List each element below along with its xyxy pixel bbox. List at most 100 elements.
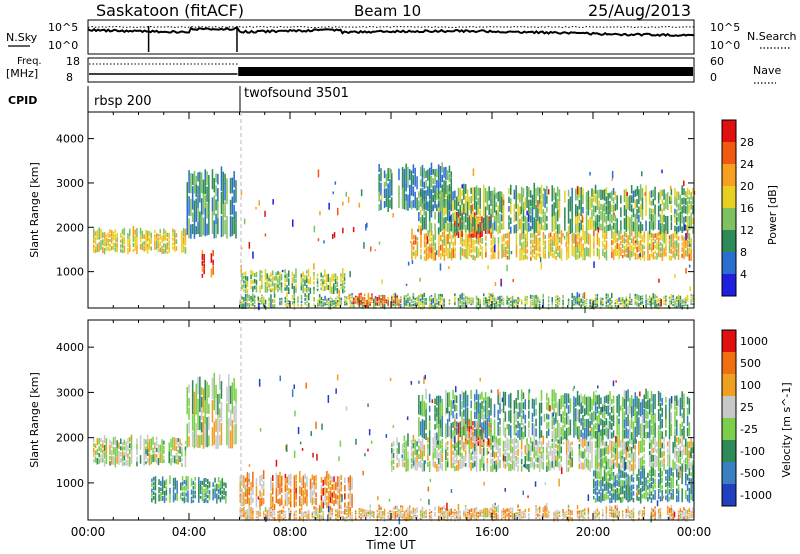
data-cell: [665, 410, 667, 420]
noise-cell: [634, 240, 637, 243]
data-cell: [464, 296, 467, 300]
data-cell: [392, 441, 395, 447]
data-cell: [484, 511, 487, 518]
data-cell: [659, 302, 662, 304]
data-cell: [495, 298, 498, 302]
data-cell: [252, 516, 254, 520]
data-cell: [186, 387, 189, 415]
data-cell: [93, 244, 95, 248]
data-cell: [403, 512, 406, 515]
noise-cell: [611, 170, 614, 179]
data-cell: [479, 402, 481, 409]
data-cell: [584, 458, 586, 470]
data-cell: [625, 232, 628, 238]
data-cell: [246, 508, 249, 515]
data-cell: [508, 424, 510, 436]
data-cell: [315, 510, 317, 516]
data-cell: [551, 389, 554, 400]
data-cell: [553, 214, 555, 232]
data-cell: [681, 428, 683, 436]
data-cell: [369, 297, 371, 300]
data-cell: [614, 462, 617, 467]
data-cell: [625, 254, 628, 258]
noise-cell: [390, 169, 392, 174]
data-cell: [609, 401, 611, 411]
data-cell: [403, 454, 406, 461]
data-cell: [181, 451, 183, 457]
data-cell: [394, 505, 397, 510]
data-cell: [571, 457, 573, 462]
data-cell: [472, 512, 474, 518]
data-cell: [419, 293, 422, 298]
data-cell: [431, 231, 433, 236]
data-cell: [522, 422, 525, 430]
data-cell: [555, 242, 557, 249]
data-cell: [538, 438, 541, 445]
data-cell: [225, 491, 227, 496]
data-cell: [405, 182, 407, 192]
data-cell: [560, 436, 563, 445]
data-cell: [614, 244, 617, 257]
data-cell: [270, 515, 272, 518]
data-cell: [470, 243, 473, 249]
data-cell: [378, 297, 380, 299]
data-cell: [506, 437, 508, 443]
data-cell: [464, 454, 467, 462]
data-cell: [441, 507, 444, 510]
data-cell: [686, 441, 689, 456]
data-cell: [450, 234, 453, 245]
data-cell: [410, 458, 413, 463]
data-cell: [466, 516, 469, 519]
data-cell: [672, 295, 674, 298]
data-cell: [419, 199, 422, 207]
data-cell: [636, 484, 638, 491]
data-cell: [632, 452, 635, 460]
data-cell: [589, 304, 591, 307]
data-cell: [421, 214, 424, 231]
data-cell: [457, 303, 460, 306]
data-cell: [304, 297, 306, 301]
data-cell: [423, 305, 426, 309]
data-cell: [317, 306, 319, 308]
data-cell: [220, 402, 223, 422]
data-cell: [562, 518, 564, 520]
data-cell: [445, 191, 447, 198]
power-data-cells: [93, 162, 696, 314]
data-cell: [556, 209, 559, 222]
data-cell: [380, 294, 382, 297]
data-cell: [522, 231, 525, 240]
data-cell: [643, 237, 646, 244]
data-cell: [145, 454, 147, 460]
data-cell: [647, 411, 649, 419]
data-cell: [587, 446, 590, 453]
data-cell: [681, 247, 683, 253]
data-cell: [594, 449, 597, 456]
data-cell: [441, 463, 444, 471]
data-cell: [497, 461, 499, 470]
data-cell: [621, 462, 624, 469]
data-cell: [490, 208, 492, 215]
data-cell: [428, 199, 431, 208]
data-cell: [455, 442, 458, 449]
data-cell: [313, 289, 315, 295]
data-cell: [526, 464, 528, 470]
data-cell: [621, 449, 624, 456]
data-cell: [464, 443, 467, 450]
data-cell: [647, 302, 649, 305]
data-cell: [168, 232, 171, 240]
data-cell: [638, 481, 640, 489]
data-cell: [324, 286, 326, 291]
data-cell: [493, 451, 496, 459]
data-cell: [621, 304, 624, 307]
data-cell: [632, 221, 635, 232]
data-cell: [629, 512, 631, 514]
data-cell: [681, 515, 683, 518]
data-cell: [647, 485, 649, 490]
data-cell: [605, 492, 608, 500]
data-cell: [681, 518, 683, 521]
data-cell: [405, 297, 407, 300]
data-cell: [459, 440, 462, 445]
data-cell: [100, 447, 102, 453]
data-cell: [529, 462, 532, 469]
data-cell: [459, 298, 462, 304]
